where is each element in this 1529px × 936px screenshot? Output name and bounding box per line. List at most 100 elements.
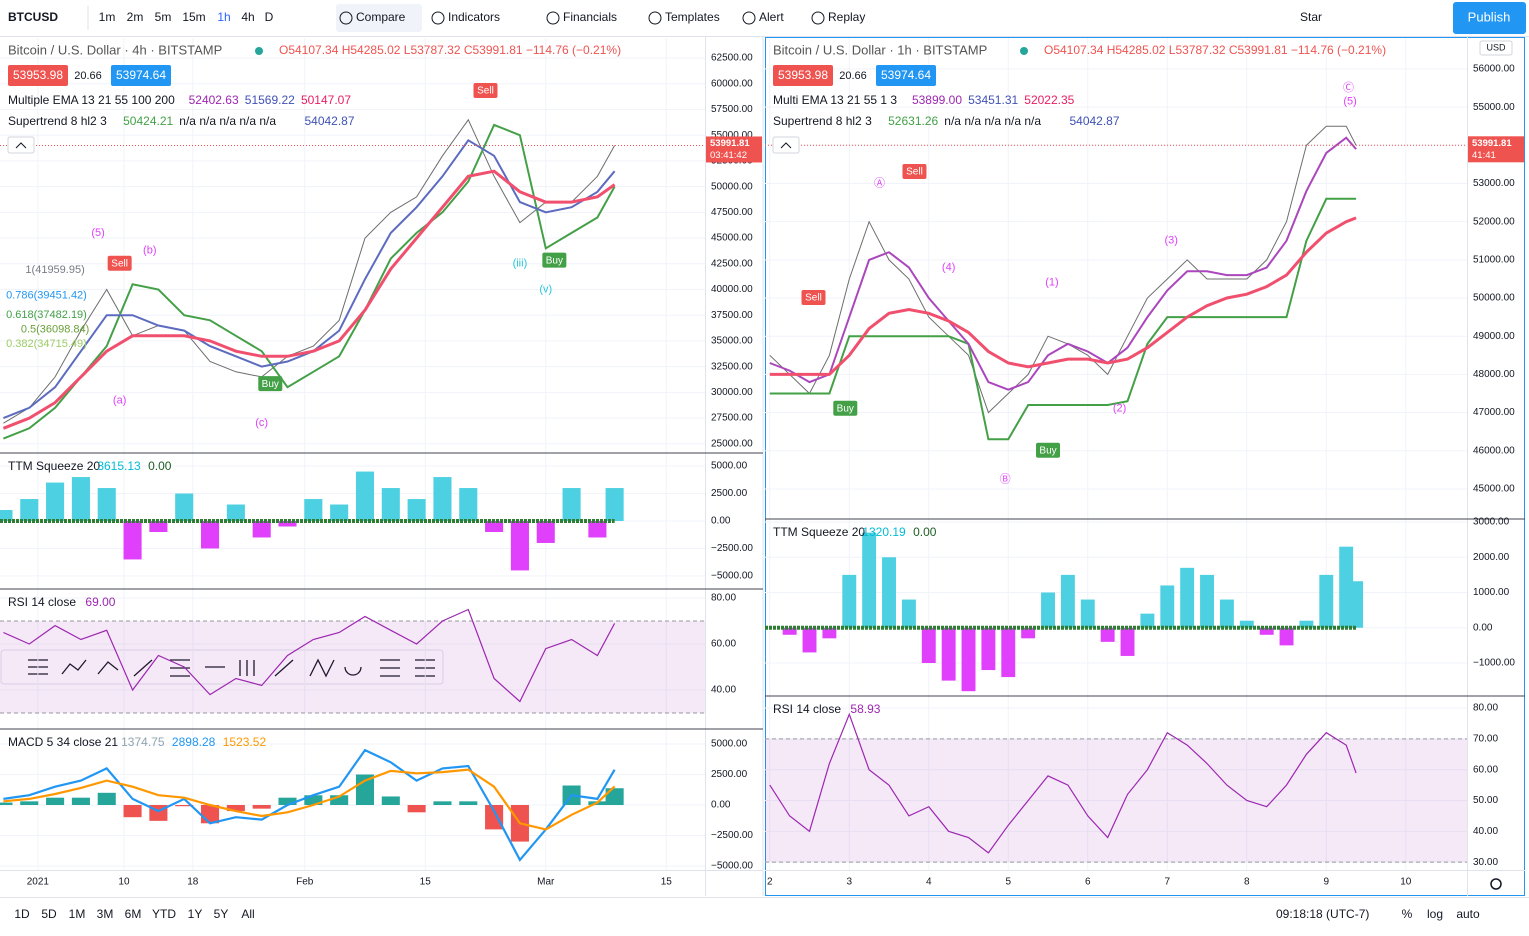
y-tick-label: 5000.00 (711, 739, 748, 750)
histogram-bar (123, 521, 142, 560)
y-tick-label: −5000.00 (711, 861, 753, 872)
x-tick-label: 3 (846, 877, 852, 888)
pane-value: 2898.28 (172, 735, 216, 749)
x-tick-label: 4 (926, 877, 932, 888)
range-button[interactable]: 5D (41, 907, 57, 921)
y-tick-label: 35000.00 (711, 336, 753, 347)
status-dot (255, 47, 263, 55)
x-tick-label: Feb (296, 877, 314, 888)
toolbar-button[interactable]: Alert (759, 10, 784, 24)
y-tick-label: 50000.00 (711, 181, 753, 192)
signal-label: Buy (546, 255, 563, 266)
y-tick-label: 53000.00 (1473, 178, 1515, 189)
toolbar-button[interactable]: Compare (356, 10, 406, 24)
histogram-bar (278, 521, 297, 527)
rsi-band (765, 738, 1467, 863)
range-button[interactable]: 6M (125, 907, 142, 921)
toolbar-button[interactable]: Financials (563, 10, 617, 24)
histogram-bar (355, 471, 375, 521)
indicator-value: n/a n/a n/a n/a n/a (944, 114, 1041, 128)
interval-button[interactable]: 1h (217, 10, 230, 24)
scale-toggle[interactable]: % (1402, 907, 1413, 921)
macd-line (3, 748, 616, 862)
histogram-bar (1060, 574, 1075, 628)
pane-value: 0.00 (913, 525, 937, 539)
last-price-tag (1468, 136, 1524, 163)
bid-box (773, 65, 833, 86)
range-button[interactable]: 1D (14, 907, 30, 921)
histogram-bar (46, 482, 65, 521)
indicator-value: 54042.87 (304, 114, 354, 128)
wave-label: (5) (1343, 95, 1356, 107)
indicator-label: Supertrend 8 hl2 3 (773, 114, 872, 128)
y-tick-label: 55000.00 (1473, 102, 1515, 113)
histogram-bar (200, 521, 220, 549)
pane-value: 0.00 (148, 459, 172, 473)
pane-value: 69.00 (85, 595, 115, 609)
range-button[interactable]: 1Y (188, 907, 203, 921)
toolbar-button[interactable]: Indicators (448, 10, 500, 24)
interval-button[interactable]: 1m (99, 10, 116, 24)
countdown: 41:41 (1472, 150, 1496, 161)
range-button[interactable]: 5Y (214, 907, 229, 921)
pane-label: TTM Squeeze 20 (8, 459, 100, 473)
histogram-bar (0, 510, 13, 521)
histogram-bar (862, 532, 877, 628)
chart-title: Bitcoin / U.S. Dollar · 1h · BITSTAMP (773, 42, 987, 57)
y-tick-label: 49000.00 (1473, 331, 1515, 342)
histogram-bar (226, 504, 245, 521)
range-button[interactable]: YTD (152, 907, 176, 921)
interval-button[interactable]: D (265, 10, 274, 24)
price-line (3, 123, 616, 440)
y-tick-label: 45000.00 (711, 233, 753, 244)
histogram-bar (842, 574, 857, 628)
wave-label: (v) (539, 283, 552, 295)
histogram-bar (510, 521, 529, 571)
interval-button[interactable]: 2m (127, 10, 144, 24)
histogram-bar (330, 795, 349, 805)
histogram-bar (605, 788, 624, 805)
indicator-value: 53451.31 (968, 93, 1018, 107)
range-button[interactable]: 1M (69, 907, 86, 921)
signal-tag (473, 82, 498, 98)
histogram-bar (605, 488, 624, 521)
collapse-button[interactable] (772, 136, 800, 154)
settings-icon[interactable] (1490, 878, 1502, 890)
interval-button[interactable]: 4h (241, 10, 254, 24)
histogram-bar (961, 627, 976, 692)
pane-value: 1320.19 (862, 525, 906, 539)
clock: 09:18:18 (UTC-7) (1276, 907, 1369, 921)
wave-label: 0.5(36098.84) (21, 324, 90, 336)
collapse-button[interactable] (7, 136, 35, 154)
y-tick-label: 5000.00 (711, 461, 748, 472)
interval-button[interactable]: 15m (182, 10, 205, 24)
scale-toggle[interactable]: auto (1456, 907, 1480, 921)
y-tick-label: 2500.00 (711, 769, 748, 780)
y-tick-label: 40.00 (1473, 826, 1498, 837)
indicator-value: 51569.22 (245, 93, 295, 107)
histogram-bar (588, 521, 607, 538)
interval-button[interactable]: 5m (155, 10, 172, 24)
range-button[interactable]: All (241, 907, 254, 921)
publish-button[interactable]: Publish (1468, 9, 1511, 24)
toolbar-button[interactable]: Replay (828, 10, 865, 24)
y-tick-label: 62500.00 (711, 53, 753, 64)
scale-toggle[interactable]: log (1427, 907, 1443, 921)
bid: 53953.98 (13, 68, 63, 82)
compare-bg (336, 4, 422, 32)
price-line (769, 197, 1357, 441)
histogram-bar (20, 499, 39, 521)
toolbar-button[interactable]: Templates (665, 10, 720, 24)
histogram-bar (46, 797, 65, 805)
histogram-bar (1041, 592, 1055, 628)
symbol[interactable]: BTCUSD (8, 10, 58, 24)
y-tick-label: 80.00 (711, 593, 736, 604)
signal-tag (902, 164, 927, 180)
bid: 53953.98 (778, 68, 828, 82)
range-button[interactable]: 3M (97, 907, 114, 921)
star-button[interactable]: Star (1300, 10, 1322, 24)
y-tick-label: 2000.00 (1473, 552, 1510, 563)
histogram-bar (882, 557, 896, 628)
publish-bg[interactable] (1453, 2, 1526, 34)
